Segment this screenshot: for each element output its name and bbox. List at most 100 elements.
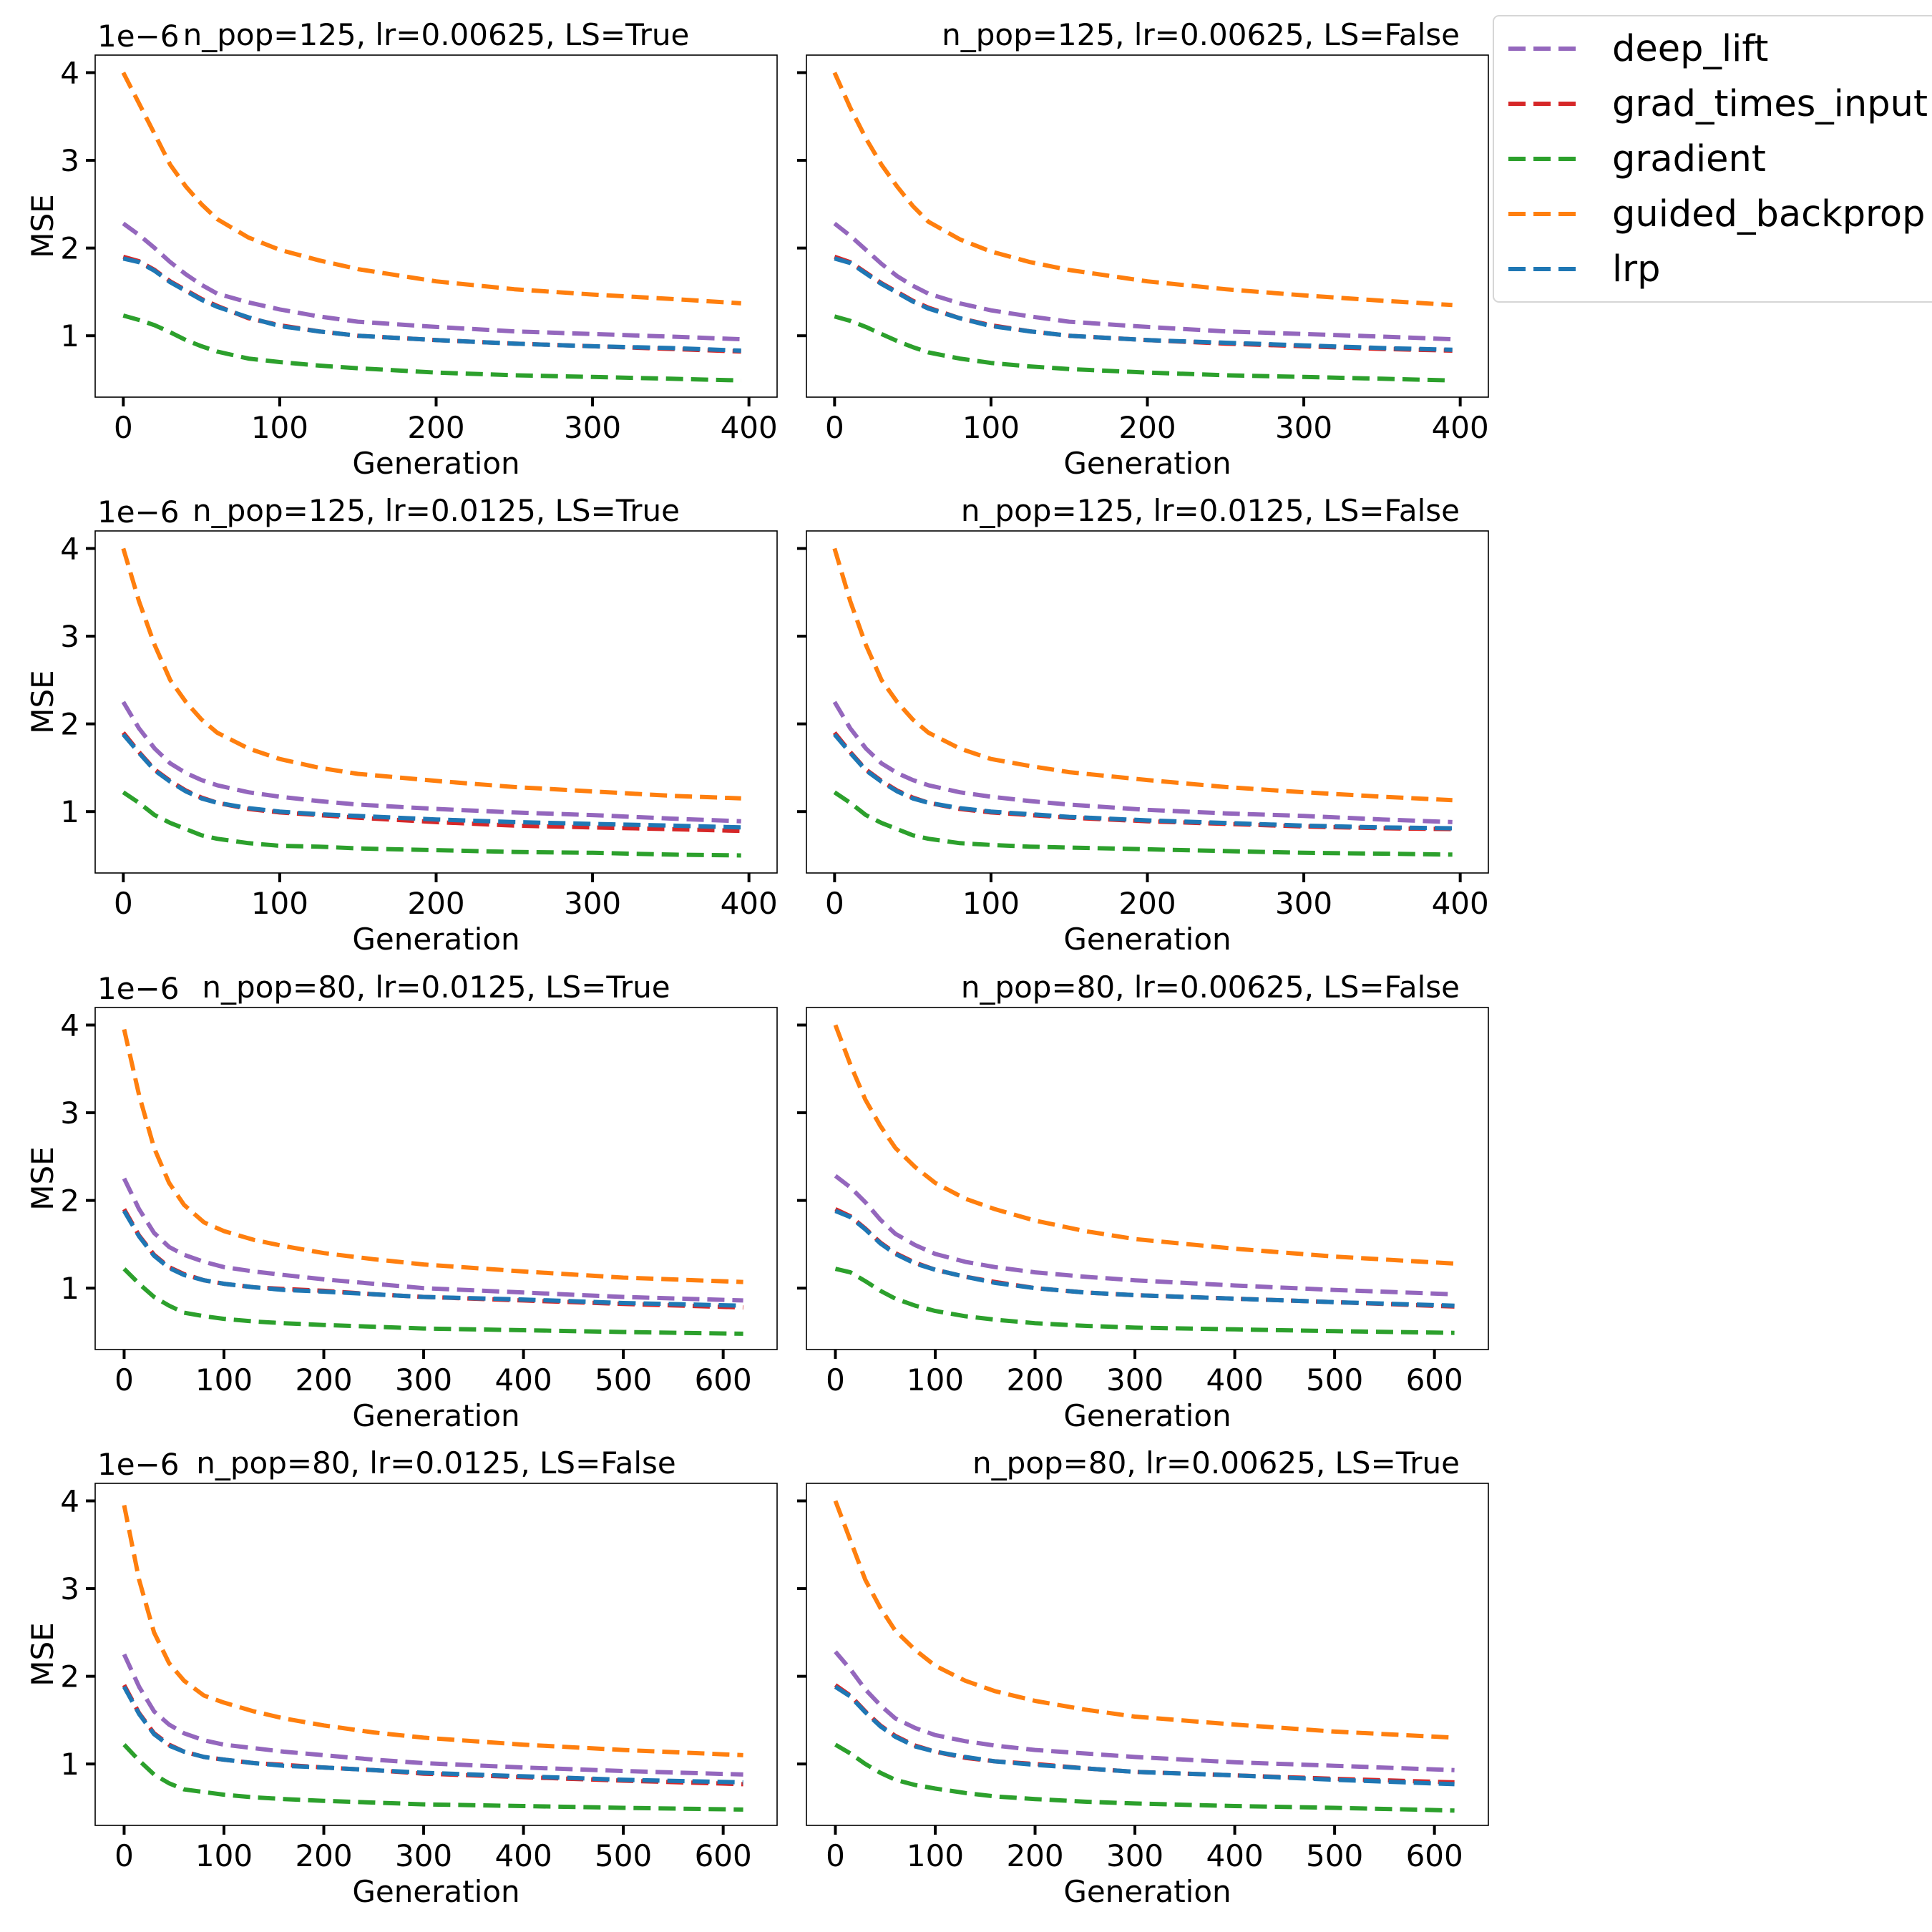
series-line-guided-backprop — [122, 1505, 743, 1757]
subplot-title: n_pop=80, lr=0.00625, LS=False — [961, 970, 1460, 1005]
series-line-guided-backprop — [121, 72, 741, 306]
subplot-6: n_pop=80, lr=0.00625, LS=False 0 100 200 300… — [797, 970, 1489, 1433]
x-tick-label: 0 — [826, 1838, 845, 1873]
x-axis-label: Generation — [1063, 446, 1231, 481]
y-offset-label: 1e−6 — [97, 971, 179, 1006]
subplot-8: n_pop=80, lr=0.00625, LS=True 0 100 200 300 4… — [797, 1445, 1489, 1909]
series-line-lrp — [122, 1209, 743, 1308]
y-tick-label: 4 — [60, 532, 79, 567]
y-tick-label: 2 — [60, 707, 79, 742]
series-line-deep-lift — [121, 701, 741, 824]
x-tick-label: 100 — [195, 1362, 253, 1397]
y-axis-label: MSE — [25, 670, 60, 733]
subplot-3: n_pop=125, lr=0.0125, LS=True 1e−6 0 100 200… — [25, 493, 778, 957]
x-tick-label: 0 — [114, 410, 133, 445]
y-tick-label: 4 — [60, 1008, 79, 1043]
series-line-guided-backprop — [121, 547, 741, 801]
x-tick-label: 0 — [114, 1838, 134, 1873]
series-line-lrp — [122, 1685, 743, 1785]
x-tick-label: 100 — [251, 410, 308, 445]
subplot-2: n_pop=125, lr=0.00625, LS=False 0 100 200 30… — [797, 17, 1489, 481]
subplot-title: n_pop=125, lr=0.00625, LS=True — [183, 17, 690, 52]
x-tick-label: 200 — [1006, 1838, 1063, 1873]
y-tick-label: 1 — [60, 1747, 79, 1782]
x-tick-label: 0 — [114, 1362, 134, 1397]
x-tick-label: 300 — [564, 886, 621, 921]
subplot-5: n_pop=80, lr=0.0125, LS=True 1e−6 0 100 200 3… — [25, 970, 778, 1433]
y-tick-label: 2 — [60, 1659, 79, 1694]
series-line-gradient — [122, 790, 741, 858]
x-tick-label: 300 — [1275, 410, 1332, 445]
x-tick-label: 100 — [195, 1838, 253, 1873]
x-tick-label: 100 — [251, 886, 308, 921]
series-line-lrp — [122, 256, 741, 353]
series-line-deep-lift — [122, 1177, 743, 1303]
x-tick-label: 600 — [1406, 1362, 1463, 1397]
x-tick-label: 200 — [1118, 886, 1176, 921]
x-tick-label: 400 — [1432, 886, 1489, 921]
series-line-lrp — [834, 1684, 1455, 1787]
x-tick-label: 100 — [907, 1838, 964, 1873]
subplot-title: n_pop=80, lr=0.0125, LS=True — [202, 970, 670, 1005]
subplot-title: n_pop=125, lr=0.00625, LS=False — [942, 17, 1460, 52]
series-line-lrp — [833, 733, 1453, 831]
x-axis-label: Generation — [352, 1874, 519, 1909]
x-axis-label: Generation — [352, 922, 519, 957]
x-axis-label: Generation — [1063, 1874, 1231, 1909]
y-axis-label: MSE — [25, 194, 60, 258]
axes-frame — [806, 1007, 1489, 1350]
x-tick-label: 200 — [295, 1362, 352, 1397]
y-offset-label: 1e−6 — [97, 19, 179, 54]
y-tick-label: 1 — [60, 1271, 79, 1306]
series-line-guided-backprop — [832, 547, 1453, 803]
axes-frame — [94, 1007, 778, 1350]
series-line-guided-backprop — [833, 1024, 1455, 1266]
series-line-guided-backprop — [832, 72, 1453, 308]
y-tick-label: 4 — [60, 1484, 79, 1519]
y-tick-label: 3 — [60, 619, 79, 654]
x-tick-label: 300 — [1106, 1362, 1163, 1397]
y-offset-label: 1e−6 — [97, 1447, 179, 1482]
y-tick-label: 1 — [60, 318, 79, 353]
y-tick-label: 1 — [60, 794, 79, 829]
legend-frame — [1493, 15, 1932, 303]
subplot-7: n_pop=80, lr=0.0125, LS=False 1e−6 0 100 200… — [25, 1445, 778, 1909]
x-tick-label: 0 — [825, 410, 844, 445]
series-line-gradient — [122, 1267, 743, 1336]
subplot-title: n_pop=125, lr=0.0125, LS=False — [961, 493, 1460, 528]
series-line-deep-lift — [834, 1650, 1455, 1772]
series-line-gradient — [834, 1267, 1455, 1335]
x-tick-label: 500 — [595, 1362, 652, 1397]
legend: deep_lift grad_times_input gradient guided_… — [1493, 15, 1932, 303]
series-line-deep-lift — [832, 701, 1453, 824]
x-tick-label: 400 — [721, 886, 778, 921]
series-line-deep-lift — [122, 221, 741, 342]
x-tick-label: 200 — [407, 886, 464, 921]
subplot-title: n_pop=80, lr=0.00625, LS=True — [972, 1445, 1460, 1480]
x-axis-label: Generation — [352, 1398, 519, 1433]
x-tick-label: 600 — [1406, 1838, 1463, 1873]
axes-frame — [806, 1483, 1489, 1826]
legend-label-gradient: gradient — [1612, 138, 1766, 180]
x-tick-label: 0 — [114, 886, 133, 921]
series-line-gradient — [122, 313, 741, 383]
series-line-gradient — [833, 790, 1453, 857]
x-tick-label: 400 — [1432, 410, 1489, 445]
x-tick-label: 400 — [495, 1838, 552, 1873]
y-tick-label: 3 — [60, 143, 79, 178]
subplot-title: n_pop=125, lr=0.0125, LS=True — [192, 493, 680, 528]
x-tick-label: 200 — [1118, 410, 1176, 445]
x-tick-label: 300 — [1275, 886, 1332, 921]
x-tick-label: 0 — [825, 886, 844, 921]
series-line-deep-lift — [833, 221, 1453, 342]
x-tick-label: 100 — [907, 1362, 964, 1397]
y-axis-label: MSE — [25, 1622, 60, 1686]
x-tick-label: 400 — [495, 1362, 552, 1397]
y-tick-label: 2 — [60, 1184, 79, 1219]
legend-label-lrp: lrp — [1612, 248, 1661, 291]
y-tick-label: 2 — [60, 231, 79, 266]
